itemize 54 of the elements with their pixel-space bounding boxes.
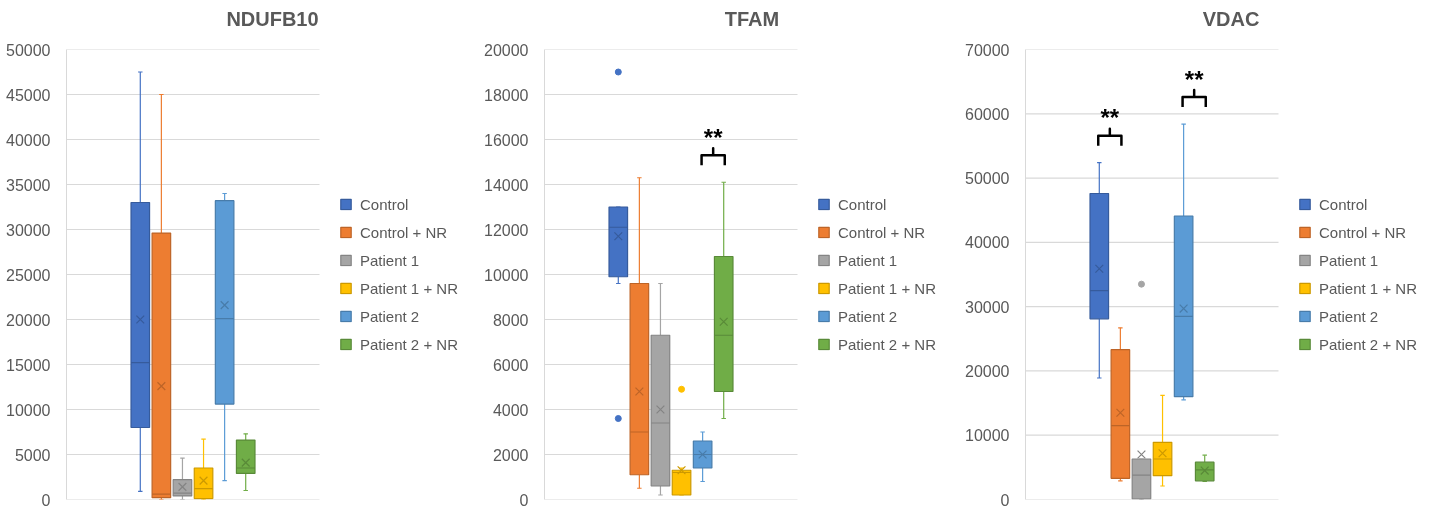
y-tick-label: 8000 bbox=[492, 311, 529, 329]
y-tick-label: 50000 bbox=[965, 170, 1010, 188]
legend-label: Control bbox=[360, 195, 409, 213]
y-tick-label: 70000 bbox=[965, 41, 1010, 59]
y-tick-label: 10000 bbox=[484, 266, 529, 284]
legend-label: Patient 1 bbox=[838, 251, 898, 269]
y-tick-label: 60000 bbox=[965, 105, 1010, 123]
y-tick-label: 20000 bbox=[484, 41, 529, 59]
y-tick-label: 2000 bbox=[492, 446, 529, 464]
y-tick-label: 12000 bbox=[484, 221, 529, 239]
y-tick-label: 15000 bbox=[6, 356, 51, 374]
chart-title: NDUFB10 bbox=[226, 7, 319, 30]
y-tick-label: 35000 bbox=[6, 176, 51, 194]
legend-label: Control bbox=[1319, 195, 1368, 213]
y-tick-label: 40000 bbox=[6, 131, 51, 149]
legend-label: Control + NR bbox=[838, 223, 926, 241]
y-tick-label: 30000 bbox=[6, 221, 51, 239]
chart-title: TFAM bbox=[724, 7, 780, 30]
y-tick-label: 14000 bbox=[484, 176, 529, 194]
legend-label: Patient 2 bbox=[360, 307, 420, 325]
annotation: ** bbox=[1184, 65, 1205, 93]
annotation: ** bbox=[1100, 104, 1120, 132]
y-tick-label: 10000 bbox=[965, 427, 1010, 445]
legend-label: Control + NR bbox=[360, 223, 448, 241]
legend-label: Control + NR bbox=[1319, 223, 1407, 241]
legend-label: Patient 2 bbox=[1319, 307, 1379, 325]
y-tick-label: 10000 bbox=[6, 401, 51, 419]
legend-label: Patient 1 + NR bbox=[1319, 279, 1417, 297]
legend-label: Patient 1 + NR bbox=[838, 279, 936, 297]
y-tick-label: 40000 bbox=[965, 234, 1010, 252]
legend-label: Patient 2 + NR bbox=[1319, 335, 1417, 353]
y-tick-label: 45000 bbox=[6, 86, 51, 104]
legend-label: Patient 1 bbox=[360, 251, 420, 269]
y-tick-label: 0 bbox=[1000, 491, 1010, 508]
legend-label: Patient 2 bbox=[838, 307, 898, 325]
y-tick-label: 20000 bbox=[6, 311, 51, 329]
y-tick-label: 0 bbox=[41, 491, 51, 508]
y-tick-label: 25000 bbox=[6, 266, 51, 284]
y-tick-label: 30000 bbox=[965, 298, 1010, 316]
y-tick-label: 6000 bbox=[492, 356, 529, 374]
annotation: ** bbox=[703, 123, 724, 151]
y-tick-label: 50000 bbox=[6, 41, 51, 59]
legend-label: Patient 1 bbox=[1319, 251, 1379, 269]
y-tick-label: 20000 bbox=[965, 362, 1010, 380]
y-tick-label: 16000 bbox=[484, 131, 529, 149]
legend-label: Patient 2 + NR bbox=[838, 335, 936, 353]
y-tick-label: 5000 bbox=[14, 446, 51, 464]
y-tick-label: 18000 bbox=[484, 86, 529, 104]
legend-label: Control bbox=[838, 195, 887, 213]
y-tick-label: 0 bbox=[519, 491, 529, 508]
chart-title: VDAC bbox=[1202, 7, 1260, 30]
legend-label: Patient 2 + NR bbox=[360, 335, 458, 353]
y-tick-label: 4000 bbox=[492, 401, 529, 419]
legend-label: Patient 1 + NR bbox=[360, 279, 458, 297]
